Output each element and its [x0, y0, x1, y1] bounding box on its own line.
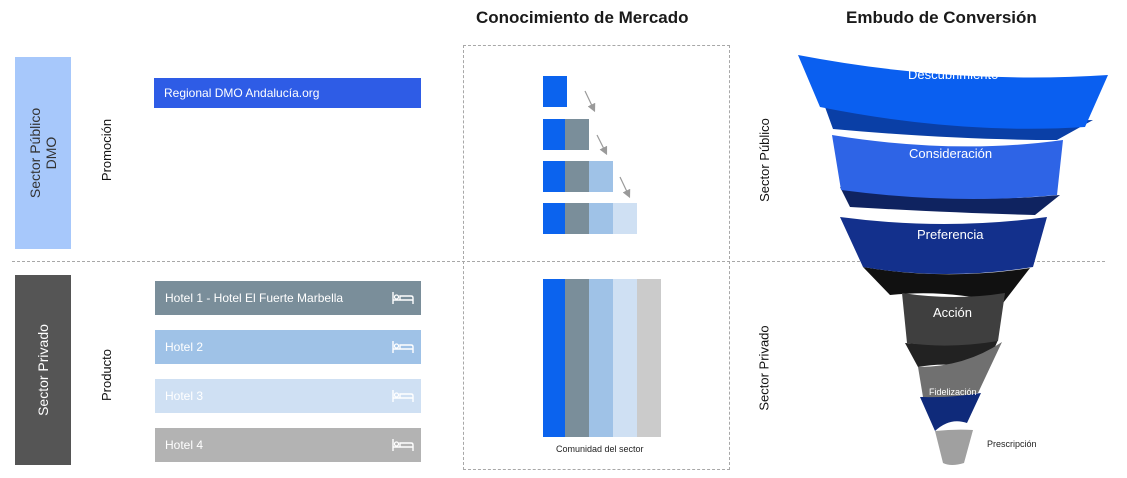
- stack-row-4-seg-3: [589, 203, 613, 234]
- promocion-label: Promoción: [99, 118, 115, 182]
- stack-row-2-seg-2: [565, 119, 589, 150]
- funnel-stage-4: [902, 293, 1005, 346]
- community-seg-5: [637, 279, 661, 437]
- hotel-4-bar: Hotel 4: [155, 428, 421, 462]
- sector-privado-label: Sector Privado: [35, 324, 52, 416]
- stack-row-4-seg-1: [543, 203, 565, 234]
- stack-row-2-seg-1: [543, 119, 565, 150]
- hotel-2-label: Hotel 2: [165, 340, 204, 354]
- community-caption: Comunidad del sector: [556, 444, 644, 454]
- hotel-3-label: Hotel 3: [165, 389, 204, 403]
- stack-row-4-seg-4: [613, 203, 637, 234]
- producto-wrapper: Producto: [93, 335, 121, 415]
- funnel-private-label: Sector Privado: [757, 325, 773, 411]
- stage-label-accion: Acción: [933, 305, 973, 320]
- funnel-public-label: Sector Público: [757, 118, 773, 202]
- funnel-stage-6: [935, 429, 973, 465]
- hotel-2-bar: Hotel 2: [155, 330, 421, 364]
- stage-label-consideracion: Consideración: [909, 146, 993, 161]
- dmo-line: DMO: [43, 136, 59, 170]
- funnel-fold-3: [863, 267, 1030, 303]
- bed-icon: [392, 292, 414, 304]
- stack-row-1-seg-1: [543, 76, 567, 107]
- sector-publico-dmo-block: Sector Público DMO: [15, 57, 71, 249]
- market-heading: Conocimiento de Mercado: [476, 8, 689, 27]
- sector-publico-line: Sector Público: [27, 107, 43, 199]
- arrow-icon: [584, 90, 596, 113]
- community-seg-2: [565, 279, 589, 437]
- sector-divider: [12, 261, 1105, 262]
- stage-label-descubrimiento: Descubrimiento: [908, 67, 999, 82]
- hotel-3-bar: Hotel 3: [155, 379, 421, 413]
- funnel-stage-2: [832, 135, 1063, 199]
- funnel-heading: Embudo de Conversión: [846, 8, 1037, 27]
- stack-row-3-seg-1: [543, 161, 565, 192]
- funnel-stage-1: [798, 55, 1108, 129]
- market-box: [463, 45, 730, 470]
- dmo-bar: Regional DMO Andalucía.org: [154, 78, 421, 108]
- funnel-private-wrapper: Sector Privado: [751, 318, 779, 418]
- bed-icon: [392, 341, 414, 353]
- funnel-fold-5: [920, 393, 981, 431]
- arrow-icon: [619, 176, 631, 199]
- dmo-bar-label: Regional DMO Andalucía.org: [164, 86, 320, 100]
- funnel-fold-2: [840, 187, 1060, 215]
- bed-icon: [392, 390, 414, 402]
- funnel-stage-3: [840, 217, 1047, 274]
- hotel-1-bar: Hotel 1 - Hotel El Fuerte Marbella: [155, 281, 421, 315]
- community-seg-1: [543, 279, 565, 437]
- funnel-graphic: [798, 55, 1108, 465]
- producto-label: Producto: [99, 348, 115, 402]
- stack-row-4-seg-2: [565, 203, 589, 234]
- community-seg-3: [589, 279, 613, 437]
- hotel-4-label: Hotel 4: [165, 438, 204, 452]
- arrow-icon: [596, 134, 608, 156]
- stage-label-preferencia: Preferencia: [917, 227, 984, 242]
- sector-privado-block: Sector Privado: [15, 275, 71, 465]
- stage-label-prescripcion: Prescripción: [987, 439, 1037, 449]
- stack-row-3-seg-3: [589, 161, 613, 192]
- stage-label-fidelizacion: Fidelización: [929, 387, 977, 397]
- bed-icon: [392, 439, 414, 451]
- hotel-1-label: Hotel 1 - Hotel El Fuerte Marbella: [165, 291, 344, 305]
- funnel-public-wrapper: Sector Público: [751, 110, 779, 210]
- stack-row-3-seg-2: [565, 161, 589, 192]
- funnel-stage-5: [918, 342, 1002, 398]
- promocion-wrapper: Promoción: [93, 110, 121, 190]
- market-graphic: [543, 76, 661, 437]
- community-seg-4: [613, 279, 637, 437]
